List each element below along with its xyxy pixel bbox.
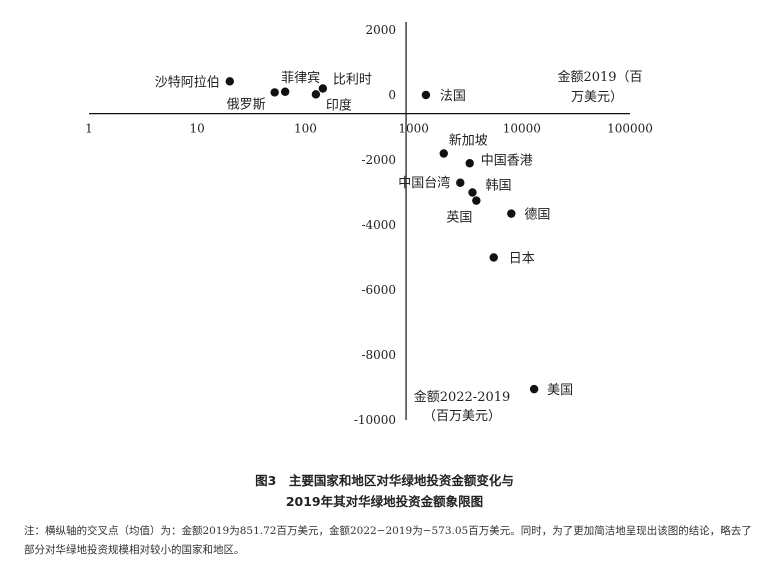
data-point-marker (318, 84, 328, 93)
x-tick-label: 10 (190, 122, 205, 136)
data-point-marker (489, 253, 498, 262)
data-point-marker (468, 188, 477, 197)
figure-caption-line2: 2019年其对华绿地投资金额象限图 (285, 494, 484, 509)
data-point: 新加坡 (439, 133, 488, 158)
data-point-marker (472, 196, 481, 205)
data-point-label: 英国 (446, 211, 472, 226)
data-point-label: 沙特阿拉伯 (155, 75, 220, 90)
x-axis-title-line2: 万美元） (571, 90, 623, 105)
x-tick-label: 1 (85, 122, 93, 136)
data-point-marker (465, 159, 474, 168)
x-tick-label: 10000 (503, 122, 541, 136)
y-tick-label: -10000 (354, 413, 396, 427)
data-point-marker (421, 90, 431, 100)
data-point: 日本 (489, 252, 535, 267)
data-point: 英国 (446, 196, 481, 226)
y-axis-title-line1: 金额2022-2019 (414, 389, 511, 405)
y-tick-label: -4000 (361, 218, 396, 232)
axes (89, 22, 630, 420)
data-point-label: 韩国 (485, 179, 511, 194)
x-axis-title-line1: 金额2019（百 (557, 69, 642, 85)
data-point-marker (270, 88, 279, 97)
data-point-marker (439, 149, 448, 158)
data-point: 韩国 (468, 179, 511, 197)
data-point-marker (225, 77, 234, 86)
data-point-marker (456, 178, 465, 187)
y-tick-label: 2000 (366, 23, 397, 37)
y-tick-label: -2000 (361, 153, 396, 167)
y-tick-label: -6000 (361, 283, 396, 297)
y-tick-label: 0 (388, 88, 396, 102)
data-point: 中国台湾 (398, 175, 465, 191)
data-point-marker (529, 384, 539, 394)
data-point: 菲律宾 (280, 70, 320, 96)
data-point: 沙特阿拉伯 (155, 75, 234, 90)
y-axis-title-line2: （百万美元） (423, 409, 501, 424)
x-tick-label: 100000 (607, 122, 653, 136)
data-point-marker (311, 90, 321, 99)
quadrant-scatter-chart: 1 10 100 1000 10000 100000 2000 0 -2000 -4000 -600… (85, 22, 653, 427)
x-tick-label: 1000 (398, 122, 429, 136)
data-point-marker (280, 87, 290, 96)
data-point-marker (507, 209, 516, 218)
data-point: 中国香港 (465, 153, 533, 168)
x-tick-label: 100 (294, 122, 317, 136)
data-point-label: 新加坡 (449, 133, 488, 149)
data-point: 德国 (507, 208, 550, 223)
figure-caption-line1: 图3 主要国家和地区对华绿地投资金额变化与 (255, 473, 514, 488)
data-point: 俄罗斯 (227, 88, 279, 112)
data-point-label: 法国 (440, 89, 466, 104)
data-point-label: 中国台湾 (398, 175, 450, 191)
data-point-label: 中国香港 (481, 153, 533, 168)
data-point: 法国 (421, 89, 466, 104)
data-point-label: 菲律宾 (281, 70, 320, 86)
figure-note: 注：横纵轴的交叉点（均值）为：金额2019为851.72百万美元，金额2022−… (24, 525, 752, 556)
tick-labels: 1 10 100 1000 10000 100000 2000 0 -2000 -4000 -600… (85, 23, 653, 427)
data-point: 美国 (529, 383, 573, 398)
data-point-label: 俄罗斯 (227, 97, 266, 112)
data-point-label: 印度 (326, 97, 352, 113)
data-point-label: 德国 (524, 208, 550, 223)
data-point-label: 美国 (547, 383, 573, 398)
y-tick-label: -8000 (361, 348, 396, 362)
data-point: 比利时 (318, 73, 372, 93)
data-point: 印度 (311, 90, 352, 113)
data-point-label: 比利时 (333, 73, 372, 88)
data-point-label: 日本 (509, 252, 535, 267)
